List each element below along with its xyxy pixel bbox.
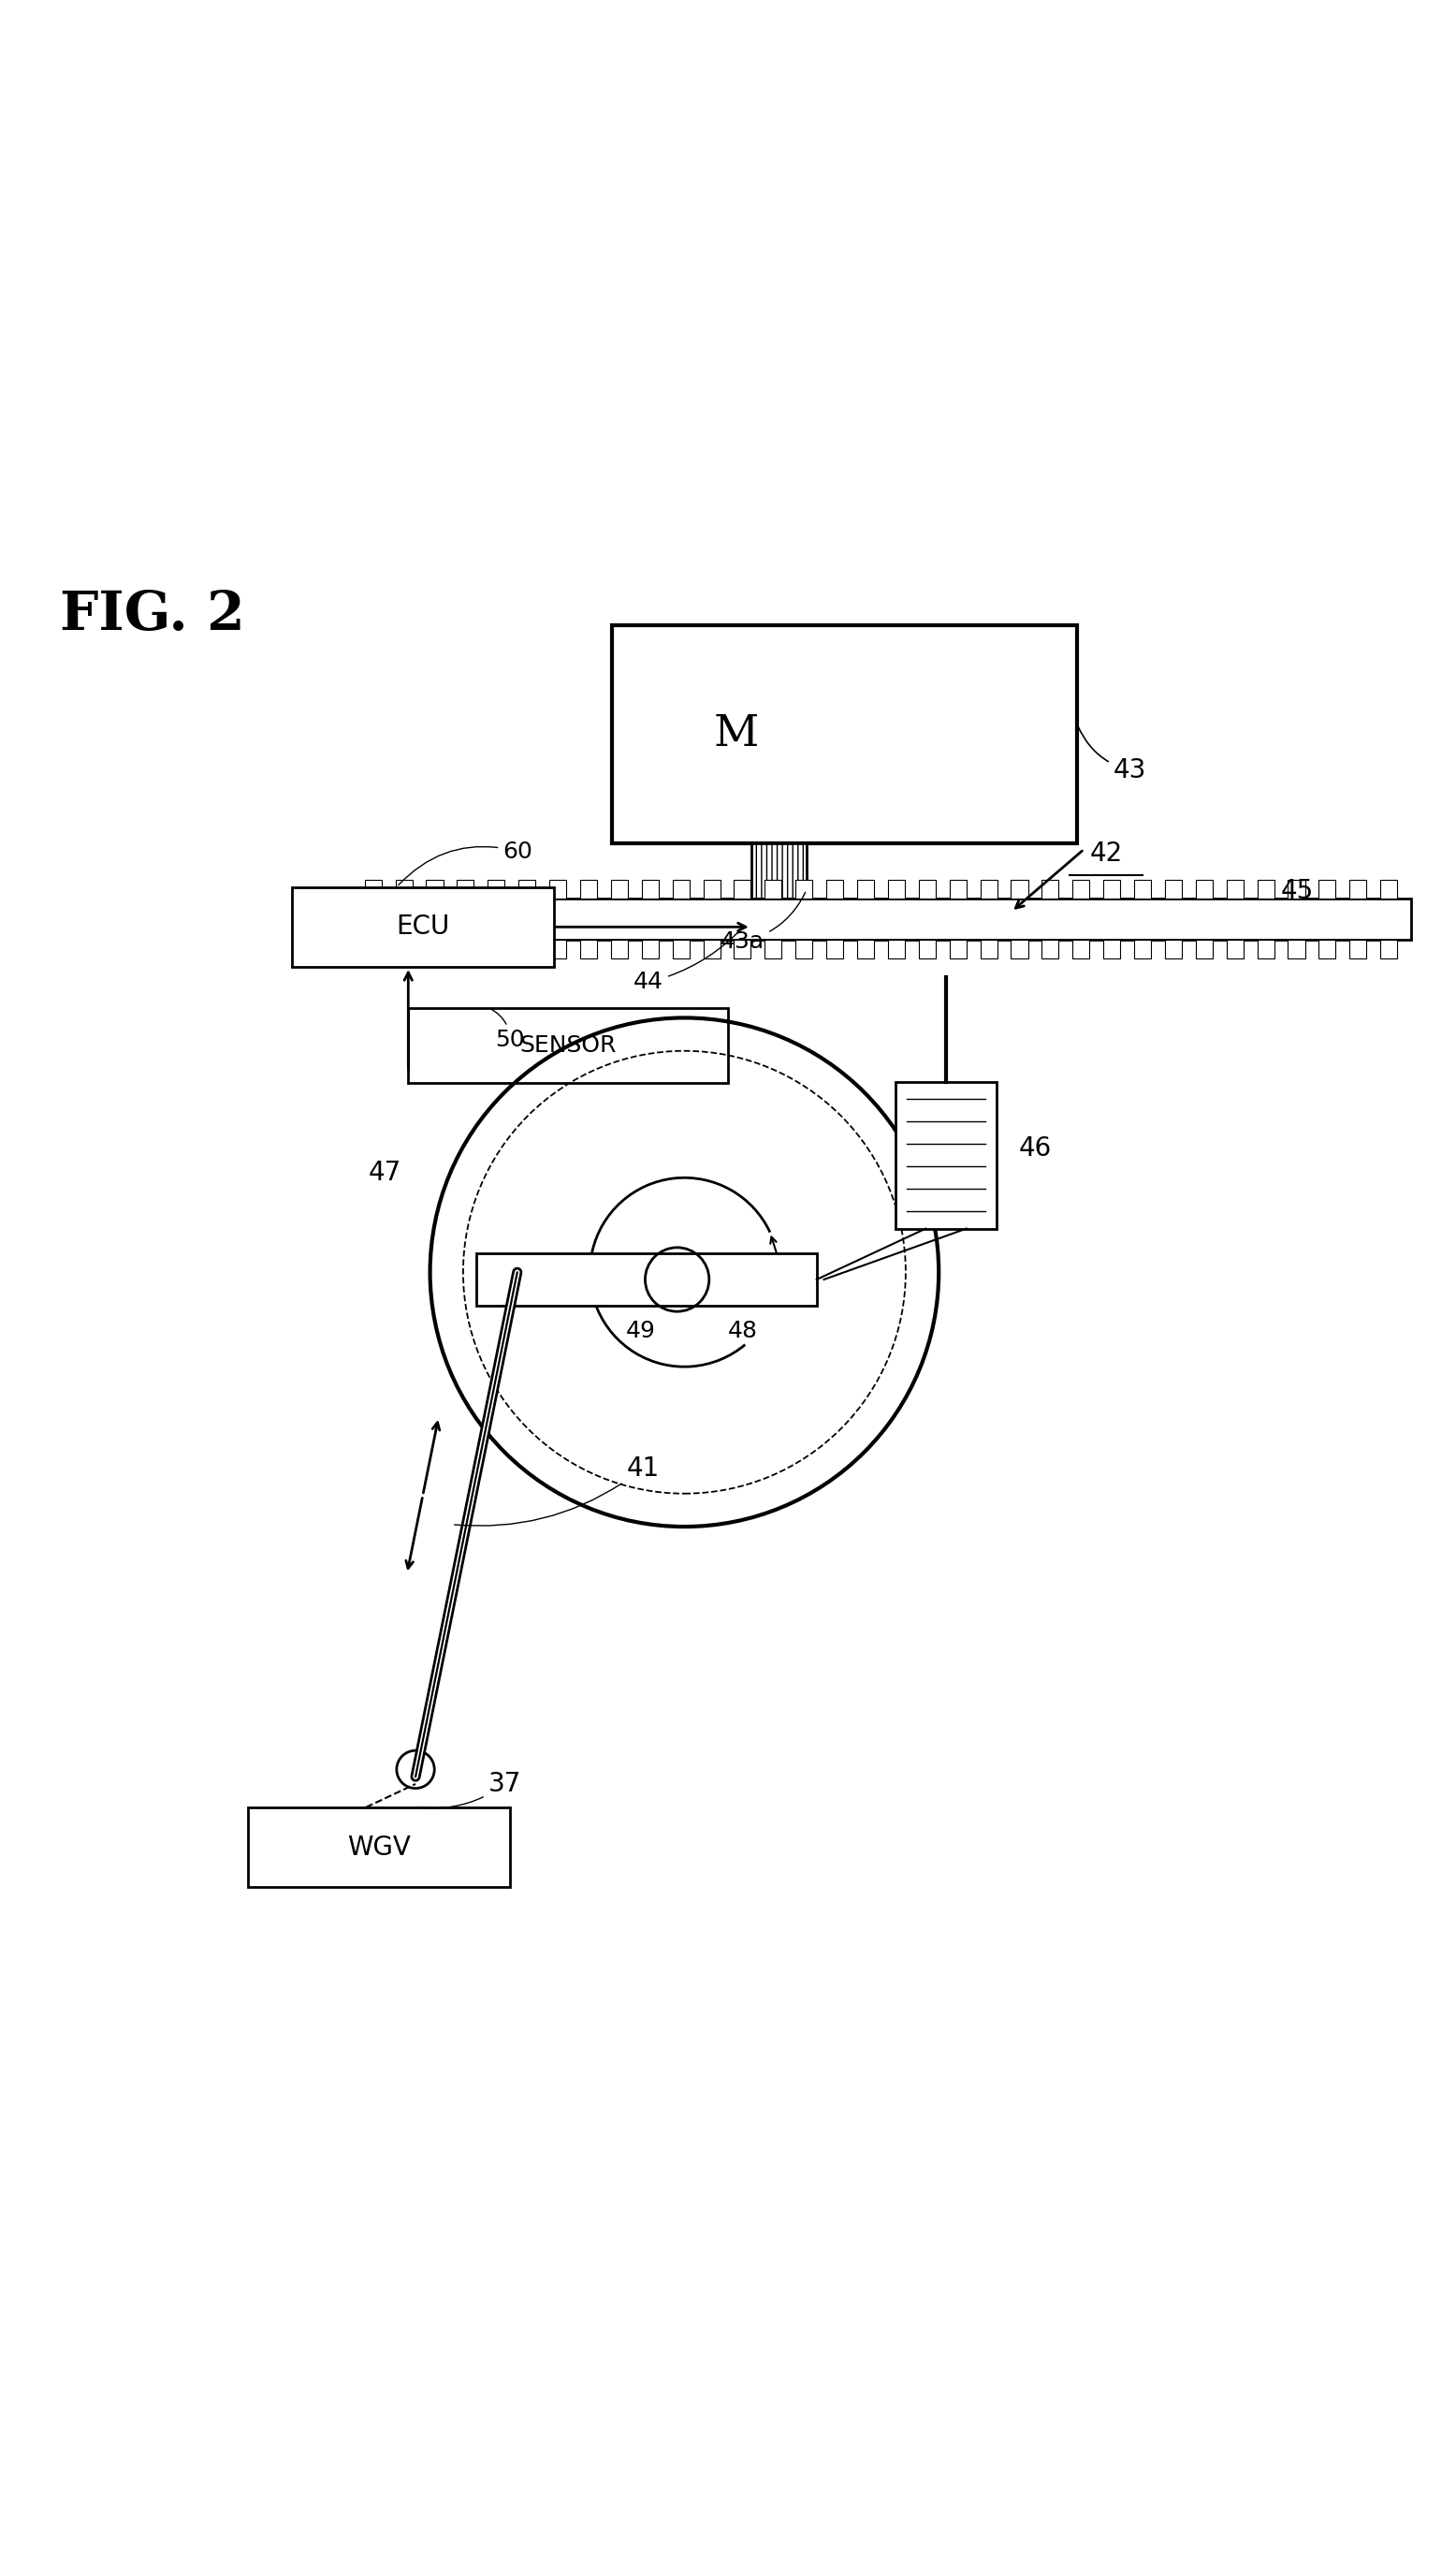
Bar: [1104, 880, 1120, 898]
Bar: [642, 939, 658, 957]
Text: ECU: ECU: [396, 914, 450, 939]
Bar: [612, 939, 628, 957]
Bar: [795, 939, 812, 957]
Bar: [795, 880, 812, 898]
Text: 46: 46: [1019, 1136, 1051, 1162]
Bar: [734, 880, 751, 898]
Text: 50: 50: [491, 1008, 526, 1052]
Bar: [949, 939, 967, 957]
Bar: [364, 939, 381, 957]
Bar: [1226, 939, 1243, 957]
Bar: [1319, 880, 1335, 898]
Bar: [1350, 939, 1367, 957]
Bar: [858, 939, 874, 957]
Bar: [827, 939, 843, 957]
Bar: [408, 1008, 728, 1082]
Bar: [488, 939, 505, 957]
Bar: [457, 880, 473, 898]
Bar: [427, 939, 443, 957]
Bar: [895, 1082, 997, 1228]
Bar: [703, 880, 721, 898]
Bar: [1134, 880, 1152, 898]
Bar: [1289, 880, 1305, 898]
Bar: [1165, 880, 1182, 898]
Text: M: M: [713, 714, 759, 755]
Bar: [579, 939, 597, 957]
Bar: [1226, 880, 1243, 898]
Bar: [1104, 939, 1120, 957]
Bar: [888, 880, 904, 898]
Text: FIG. 2: FIG. 2: [60, 589, 245, 642]
Bar: [579, 880, 597, 898]
Bar: [1289, 939, 1305, 957]
Text: 43: 43: [1077, 727, 1146, 783]
Bar: [549, 939, 566, 957]
Bar: [1195, 939, 1213, 957]
Bar: [612, 880, 628, 898]
Bar: [1073, 880, 1089, 898]
Bar: [949, 880, 967, 898]
Text: 48: 48: [728, 1320, 757, 1343]
Bar: [1041, 880, 1059, 898]
Text: 37: 37: [421, 1771, 521, 1809]
Bar: [1041, 939, 1059, 957]
Text: 44: 44: [633, 929, 743, 993]
Bar: [488, 880, 505, 898]
Bar: [734, 939, 751, 957]
Text: 45: 45: [1280, 878, 1313, 903]
Bar: [1257, 939, 1274, 957]
Bar: [673, 939, 689, 957]
Text: 49: 49: [626, 1320, 655, 1343]
Text: 42: 42: [1089, 839, 1123, 868]
Text: 43a: 43a: [721, 893, 805, 952]
Bar: [476, 1254, 817, 1305]
Bar: [980, 880, 997, 898]
Text: WGV: WGV: [348, 1835, 411, 1860]
Bar: [1165, 939, 1182, 957]
Bar: [518, 880, 536, 898]
Bar: [364, 898, 1411, 939]
Bar: [1319, 939, 1335, 957]
Bar: [396, 939, 412, 957]
Bar: [427, 880, 443, 898]
Bar: [642, 880, 658, 898]
Bar: [919, 939, 936, 957]
Bar: [919, 880, 936, 898]
Bar: [457, 939, 473, 957]
Bar: [396, 880, 412, 898]
Bar: [518, 939, 536, 957]
Text: 47: 47: [368, 1159, 400, 1187]
Bar: [827, 880, 843, 898]
Bar: [1010, 880, 1028, 898]
Bar: [612, 624, 1077, 844]
Text: 41: 41: [454, 1456, 660, 1525]
Bar: [364, 880, 381, 898]
Circle shape: [396, 1750, 434, 1789]
Bar: [293, 888, 553, 967]
Bar: [1073, 939, 1089, 957]
Bar: [703, 939, 721, 957]
Bar: [858, 880, 874, 898]
Bar: [673, 880, 689, 898]
Bar: [249, 1807, 510, 1886]
Bar: [888, 939, 904, 957]
Bar: [1350, 880, 1367, 898]
Text: SENSOR: SENSOR: [520, 1034, 616, 1057]
Bar: [1380, 880, 1398, 898]
Bar: [1257, 880, 1274, 898]
Bar: [751, 844, 807, 903]
Bar: [1380, 939, 1398, 957]
Bar: [549, 880, 566, 898]
Bar: [980, 939, 997, 957]
Text: 60: 60: [399, 839, 533, 885]
Bar: [1010, 939, 1028, 957]
Bar: [1195, 880, 1213, 898]
Bar: [764, 880, 782, 898]
Bar: [1134, 939, 1152, 957]
Bar: [764, 939, 782, 957]
